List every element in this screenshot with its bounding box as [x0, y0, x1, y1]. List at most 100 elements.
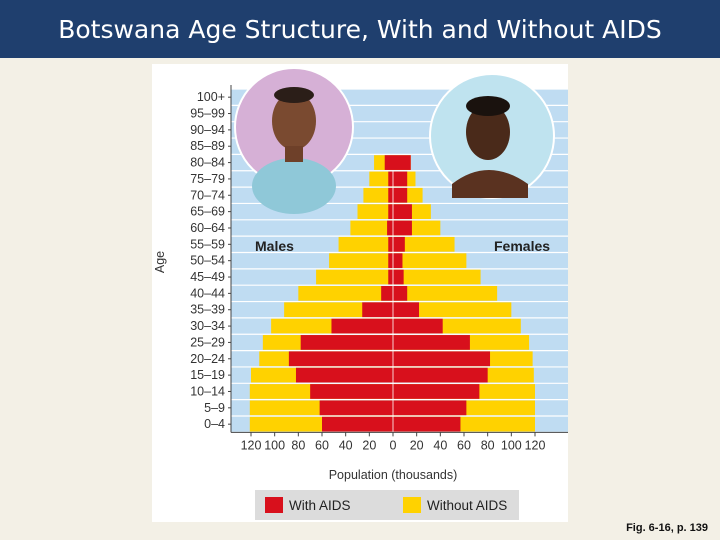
population-pyramid-figure: 0–4 5–9 10–14 15–19 20–24 25–29 30–34 35–39 40–4… [152, 64, 568, 522]
x-tick-label: 100 [264, 438, 285, 452]
age-tick-label: 5–9 [204, 401, 225, 415]
slide-title-bar: Botswana Age Structure, With and Without… [0, 0, 720, 58]
bar-without-aids-female-11 [393, 236, 455, 252]
y-axis-title: Age [153, 251, 167, 273]
bar-without-aids-female-8 [393, 286, 498, 301]
age-tick-label: 85–89 [190, 139, 225, 153]
bar-with-aids-female-7 [393, 302, 420, 318]
age-tick-label: 15–19 [190, 368, 225, 382]
males-label: Males [255, 238, 294, 254]
bar-with-aids-male-12 [387, 220, 393, 236]
x-tick-label: 80 [481, 438, 495, 452]
x-tick-label: 100 [501, 438, 522, 452]
bar-with-aids-male-11 [388, 236, 393, 252]
bar-with-aids-female-5 [393, 335, 470, 350]
x-tick-label: 40 [339, 438, 353, 452]
bar-with-aids-female-2 [393, 384, 480, 399]
age-tick-label: 40–44 [190, 286, 225, 300]
age-tick-label: 20–24 [190, 352, 225, 366]
bar-with-aids-female-1 [393, 400, 467, 416]
axis-layer: 0–4 5–9 10–14 15–19 20–24 25–29 30–34 35–39 40–4… [190, 85, 568, 452]
bar-with-aids-female-6 [393, 318, 443, 334]
x-axis-title: Population (thousands) [329, 468, 458, 482]
bar-with-aids-female-14 [393, 187, 408, 203]
bar-with-aids-male-16 [384, 155, 393, 170]
elderly-man-portrait-icon [234, 67, 354, 214]
bar-with-aids-female-15 [393, 171, 408, 187]
legend: With AIDS Without AIDS [255, 490, 519, 520]
bar-with-aids-female-12 [393, 220, 412, 236]
x-tick-label: 80 [291, 438, 305, 452]
bar-without-aids-male-8 [298, 286, 393, 301]
bar-with-aids-female-8 [393, 286, 408, 301]
bar-without-aids-female-7 [393, 302, 512, 318]
age-tick-label: 35–39 [190, 303, 225, 317]
x-tick-label: 120 [241, 438, 262, 452]
bar-with-aids-male-15 [388, 171, 393, 187]
age-tick-label: 65–69 [190, 205, 225, 219]
age-tick-label: 80–84 [190, 156, 225, 170]
age-tick-label: 100+ [197, 90, 225, 104]
bar-with-aids-female-3 [393, 367, 488, 383]
bar-without-aids-male-12 [350, 220, 393, 236]
bar-with-aids-male-10 [388, 253, 393, 269]
age-tick-label: 50–54 [190, 254, 225, 268]
photo-layer [234, 67, 555, 214]
x-tick-label: 60 [315, 438, 329, 452]
bar-with-aids-male-5 [300, 335, 393, 350]
x-tick-label: 120 [525, 438, 546, 452]
bar-with-aids-male-13 [388, 204, 393, 219]
age-tick-label: 75–79 [190, 172, 225, 186]
bar-with-aids-male-9 [388, 269, 393, 285]
age-tick-label: 55–59 [190, 237, 225, 251]
bar-without-aids-male-14 [363, 187, 393, 203]
x-tick-label: 0 [390, 438, 397, 452]
label-layer: Males Females Age Population (thousands) [153, 238, 550, 482]
legend-box [255, 490, 519, 520]
legend-swatch-without-aids [403, 497, 421, 513]
bar-with-aids-male-6 [331, 318, 393, 334]
bar-with-aids-female-10 [393, 253, 403, 269]
age-tick-label: 10–14 [190, 384, 225, 398]
legend-label-without-aids: Without AIDS [427, 498, 507, 513]
bar-with-aids-female-11 [393, 236, 405, 252]
age-tick-label: 25–29 [190, 335, 225, 349]
x-tick-label: 20 [410, 438, 424, 452]
x-tick-label: 60 [457, 438, 471, 452]
bar-without-aids-male-13 [357, 204, 393, 219]
age-tick-label: 60–64 [190, 221, 225, 235]
bar-with-aids-male-7 [362, 302, 393, 318]
bar-with-aids-female-4 [393, 351, 491, 367]
age-tick-label: 45–49 [190, 270, 225, 284]
x-tick-label: 20 [362, 438, 376, 452]
bar-with-aids-male-8 [381, 286, 393, 301]
bar-with-aids-male-2 [310, 384, 393, 399]
age-tick-label: 70–74 [190, 188, 225, 202]
bar-with-aids-female-9 [393, 269, 404, 285]
age-tick-label: 90–94 [190, 123, 225, 137]
bar-layer [249, 155, 535, 433]
x-tick-label: 40 [433, 438, 447, 452]
bar-with-aids-male-3 [295, 367, 393, 383]
bar-without-aids-male-10 [329, 253, 393, 269]
legend-swatch-with-aids [265, 497, 283, 513]
bar-with-aids-female-13 [393, 204, 412, 219]
bar-with-aids-male-1 [319, 400, 393, 416]
age-tick-label: 95–99 [190, 107, 225, 121]
bar-with-aids-female-16 [393, 155, 411, 170]
young-woman-portrait-icon [429, 73, 555, 199]
bar-with-aids-male-0 [322, 416, 393, 432]
bar-with-aids-female-0 [393, 416, 461, 432]
bar-without-aids-female-9 [393, 269, 481, 285]
females-label: Females [494, 238, 550, 254]
bar-without-aids-male-9 [316, 269, 393, 285]
slide-title: Botswana Age Structure, With and Without… [58, 14, 662, 44]
age-tick-label: 0–4 [204, 417, 225, 431]
population-pyramid-chart: 0–4 5–9 10–14 15–19 20–24 25–29 30–34 35–39 40–4… [153, 67, 568, 520]
bar-without-aids-male-15 [369, 171, 393, 187]
bar-without-aids-male-11 [338, 236, 393, 252]
legend-label-with-aids: With AIDS [289, 498, 351, 513]
bar-with-aids-male-4 [288, 351, 393, 367]
figure-caption: Fig. 6-16, p. 139 [626, 522, 708, 534]
bar-without-aids-female-10 [393, 253, 467, 269]
